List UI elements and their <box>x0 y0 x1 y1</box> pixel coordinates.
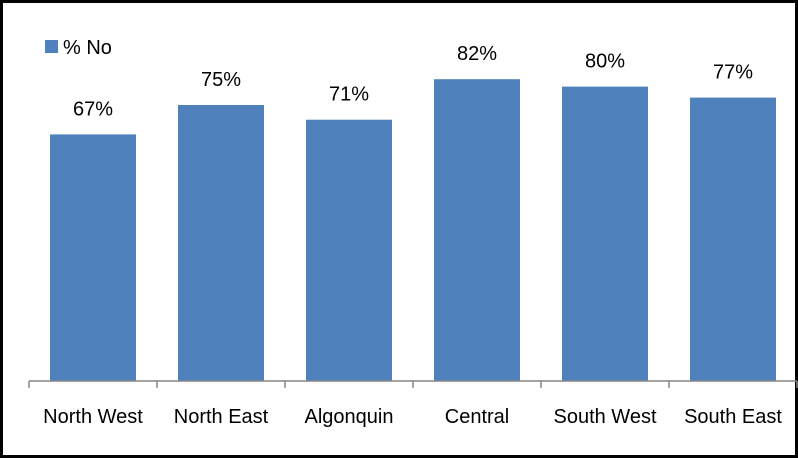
x-tick-labels: North West North East Algonquin Central Sout… <box>43 406 782 428</box>
legend: % No <box>45 37 112 59</box>
data-label: 71% <box>329 84 369 106</box>
x-tick-label: Central <box>445 406 509 428</box>
data-labels-group: 67% 75% 71% 82% 80% 77% <box>73 43 753 120</box>
legend-label: % No <box>63 37 112 59</box>
data-label: 77% <box>713 62 753 84</box>
x-axis <box>28 380 798 388</box>
bar-south-west <box>562 86 648 381</box>
bar-north-west <box>50 134 136 381</box>
bar-south-east <box>690 97 776 381</box>
data-label: 75% <box>201 69 241 91</box>
x-tick-label: South West <box>553 406 656 428</box>
bars-group <box>50 79 776 381</box>
bar-central <box>434 79 520 381</box>
x-tick-label: South East <box>684 406 782 428</box>
bar-north-east <box>178 105 264 381</box>
data-label: 80% <box>585 51 625 73</box>
data-label: 82% <box>457 43 497 65</box>
legend-swatch <box>45 40 58 53</box>
bar-algonquin <box>306 119 392 381</box>
x-tick-label: North West <box>43 406 143 428</box>
data-label: 67% <box>73 98 113 120</box>
x-tick-label: North East <box>174 406 269 428</box>
x-tick-label: Algonquin <box>305 406 394 428</box>
bar-chart: % No 67%75%71%82% 80% 77% North West North … <box>28 37 798 428</box>
